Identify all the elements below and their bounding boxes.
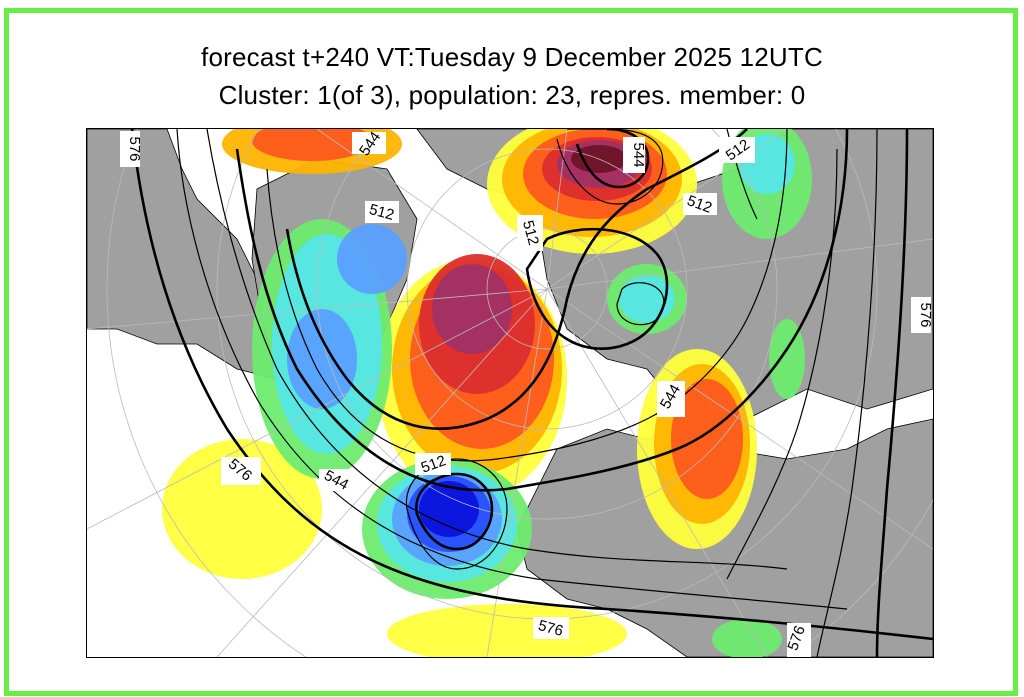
- contour-label-576-bottom: 576: [533, 617, 569, 640]
- svg-text:576: 576: [126, 136, 143, 161]
- cluster-subtitle: Cluster: 1(of 3), population: 23, repres…: [218, 80, 806, 110]
- contour-label-544-peak: 544: [623, 137, 647, 173]
- contour-label-512-west: 512: [365, 201, 399, 224]
- svg-text:512: 512: [367, 201, 396, 224]
- svg-text:544: 544: [630, 142, 647, 167]
- svg-text:512: 512: [519, 219, 542, 248]
- forecast-map: 576 544 544 512 512 512 512 576: [86, 128, 934, 658]
- contour-label-544-east: 544: [657, 381, 685, 417]
- svg-text:576: 576: [917, 302, 933, 327]
- contour-label-576-bottomright: 576: [784, 623, 811, 657]
- anomaly-pos-atlantic: [162, 439, 322, 579]
- contour-label-576-topleft: 576: [120, 131, 143, 167]
- contour-layer: [130, 129, 933, 657]
- contour-label-576-atlantic: 576: [221, 456, 261, 485]
- forecast-title: forecast t+240 VT:Tuesday 9 December 202…: [201, 42, 823, 72]
- contour-label-544-atlantic: 544: [319, 467, 355, 494]
- contour-label-512-center: 512: [517, 215, 543, 251]
- contour-labels: 576 544 544 512 512 512 512 576: [120, 129, 933, 657]
- svg-text:576: 576: [536, 617, 565, 640]
- contour-label-512-low: 512: [415, 452, 451, 477]
- contour-label-576-right: 576: [911, 297, 933, 333]
- contour-label-544-top: 544: [352, 129, 386, 159]
- contour-label-512-right: 512: [683, 192, 717, 217]
- contour-label-512-topright: 512: [719, 136, 755, 164]
